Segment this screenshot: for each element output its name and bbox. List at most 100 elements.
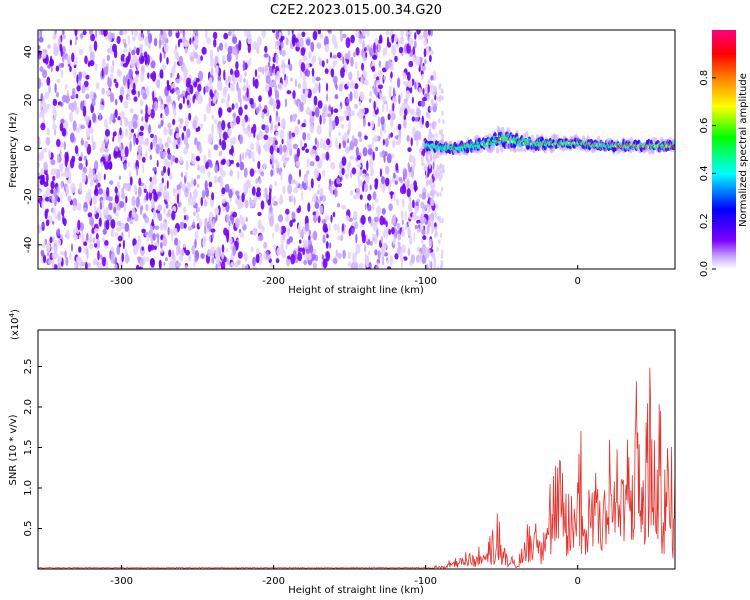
- noise-blob: [278, 144, 283, 155]
- noise-blob: [65, 256, 69, 266]
- noise-blob: [211, 192, 215, 201]
- noise-blob: [297, 223, 301, 235]
- noise-blob: [83, 207, 87, 212]
- noise-blob: [175, 89, 181, 95]
- noise-blob: [421, 243, 427, 255]
- noise-blob: [142, 93, 148, 100]
- noise-blob: [236, 162, 240, 168]
- noise-edge-blob: [439, 163, 442, 169]
- noise-blob: [165, 203, 169, 209]
- noise-blob: [114, 186, 119, 194]
- noise-blob: [364, 47, 367, 52]
- noise-blob: [386, 153, 392, 164]
- noise-blob: [191, 155, 196, 165]
- noise-blob: [270, 120, 273, 130]
- noise-blob: [156, 160, 159, 168]
- noise-blob: [353, 194, 358, 200]
- noise-blob: [282, 66, 285, 75]
- noise-edge-blob: [428, 192, 431, 198]
- noise-blob: [368, 47, 374, 57]
- noise-blob: [293, 179, 296, 184]
- noise-blob: [208, 216, 211, 227]
- noise-blob: [201, 189, 206, 199]
- noise-blob: [46, 127, 50, 136]
- noise-blob: [102, 228, 107, 235]
- noise-blob: [319, 114, 322, 125]
- noise-blob: [316, 161, 322, 169]
- noise-blob: [285, 243, 288, 250]
- noise-blob: [353, 221, 359, 230]
- noise-blob: [207, 171, 211, 178]
- noise-blob: [62, 34, 66, 40]
- noise-blob: [185, 116, 189, 128]
- noise-blob: [185, 264, 188, 269]
- noise-blob: [107, 196, 113, 202]
- noise-blob: [331, 34, 337, 45]
- noise-blob: [185, 160, 189, 171]
- noise-blob: [224, 183, 230, 193]
- noise-blob: [161, 31, 167, 41]
- noise-blob: [132, 36, 136, 42]
- noise-blob: [85, 159, 88, 168]
- noise-blob: [105, 259, 109, 269]
- noise-blob: [319, 141, 323, 149]
- noise-blob: [381, 183, 385, 193]
- noise-blob: [347, 251, 351, 260]
- noise-blob: [59, 43, 63, 52]
- noise-blob: [107, 78, 112, 88]
- noise-blob: [72, 68, 77, 78]
- noise-blob: [339, 30, 343, 35]
- noise-blob: [337, 223, 340, 234]
- signal-body: [493, 132, 497, 138]
- noise-blob: [193, 211, 196, 216]
- noise-blob: [351, 228, 354, 235]
- noise-blob: [227, 107, 232, 113]
- noise-edge-blob: [426, 203, 429, 209]
- y-tick-label: 1.5: [23, 440, 34, 456]
- noise-blob: [341, 156, 347, 166]
- noise-blob: [264, 45, 268, 53]
- noise-blob: [193, 81, 198, 88]
- noise-blob: [379, 183, 382, 188]
- noise-blob: [372, 151, 375, 161]
- noise-blob: [167, 226, 170, 236]
- noise-blob: [41, 52, 47, 59]
- noise-blob: [249, 143, 255, 151]
- noise-blob: [312, 230, 318, 241]
- noise-blob: [329, 242, 332, 249]
- noise-blob: [337, 202, 340, 208]
- snr-line: [38, 367, 675, 569]
- noise-blob: [255, 178, 259, 184]
- noise-blob: [226, 247, 228, 253]
- noise-blob: [420, 161, 425, 167]
- noise-blob: [182, 243, 186, 248]
- noise-blob: [147, 43, 151, 50]
- noise-blob: [117, 116, 121, 121]
- noise-blob: [110, 219, 116, 229]
- noise-blob: [299, 104, 304, 112]
- noise-blob: [233, 261, 239, 268]
- noise-blob: [380, 37, 383, 43]
- noise-blob: [344, 60, 347, 71]
- noise-blob: [193, 40, 196, 48]
- noise-blob: [223, 69, 226, 81]
- noise-blob: [168, 30, 173, 37]
- noise-blob: [263, 241, 268, 249]
- noise-blob: [178, 38, 184, 43]
- signal-halo: [500, 145, 504, 153]
- noise-blob: [377, 116, 381, 127]
- noise-blob: [178, 123, 183, 129]
- noise-blob: [140, 72, 145, 82]
- noise-edge-blob: [440, 253, 444, 259]
- noise-blob: [142, 140, 148, 146]
- noise-blob: [422, 97, 427, 102]
- noise-blob: [131, 30, 134, 36]
- noise-blob: [47, 251, 50, 257]
- noise-blob: [160, 242, 163, 249]
- noise-blob: [340, 67, 345, 79]
- noise-blob: [423, 30, 428, 39]
- noise-blob: [270, 169, 274, 177]
- snr-plot: -300 -200 -100 0 0.51.01.52.02.5 Height of …: [8, 309, 676, 596]
- noise-blob: [329, 122, 333, 133]
- noise-blob: [276, 40, 281, 46]
